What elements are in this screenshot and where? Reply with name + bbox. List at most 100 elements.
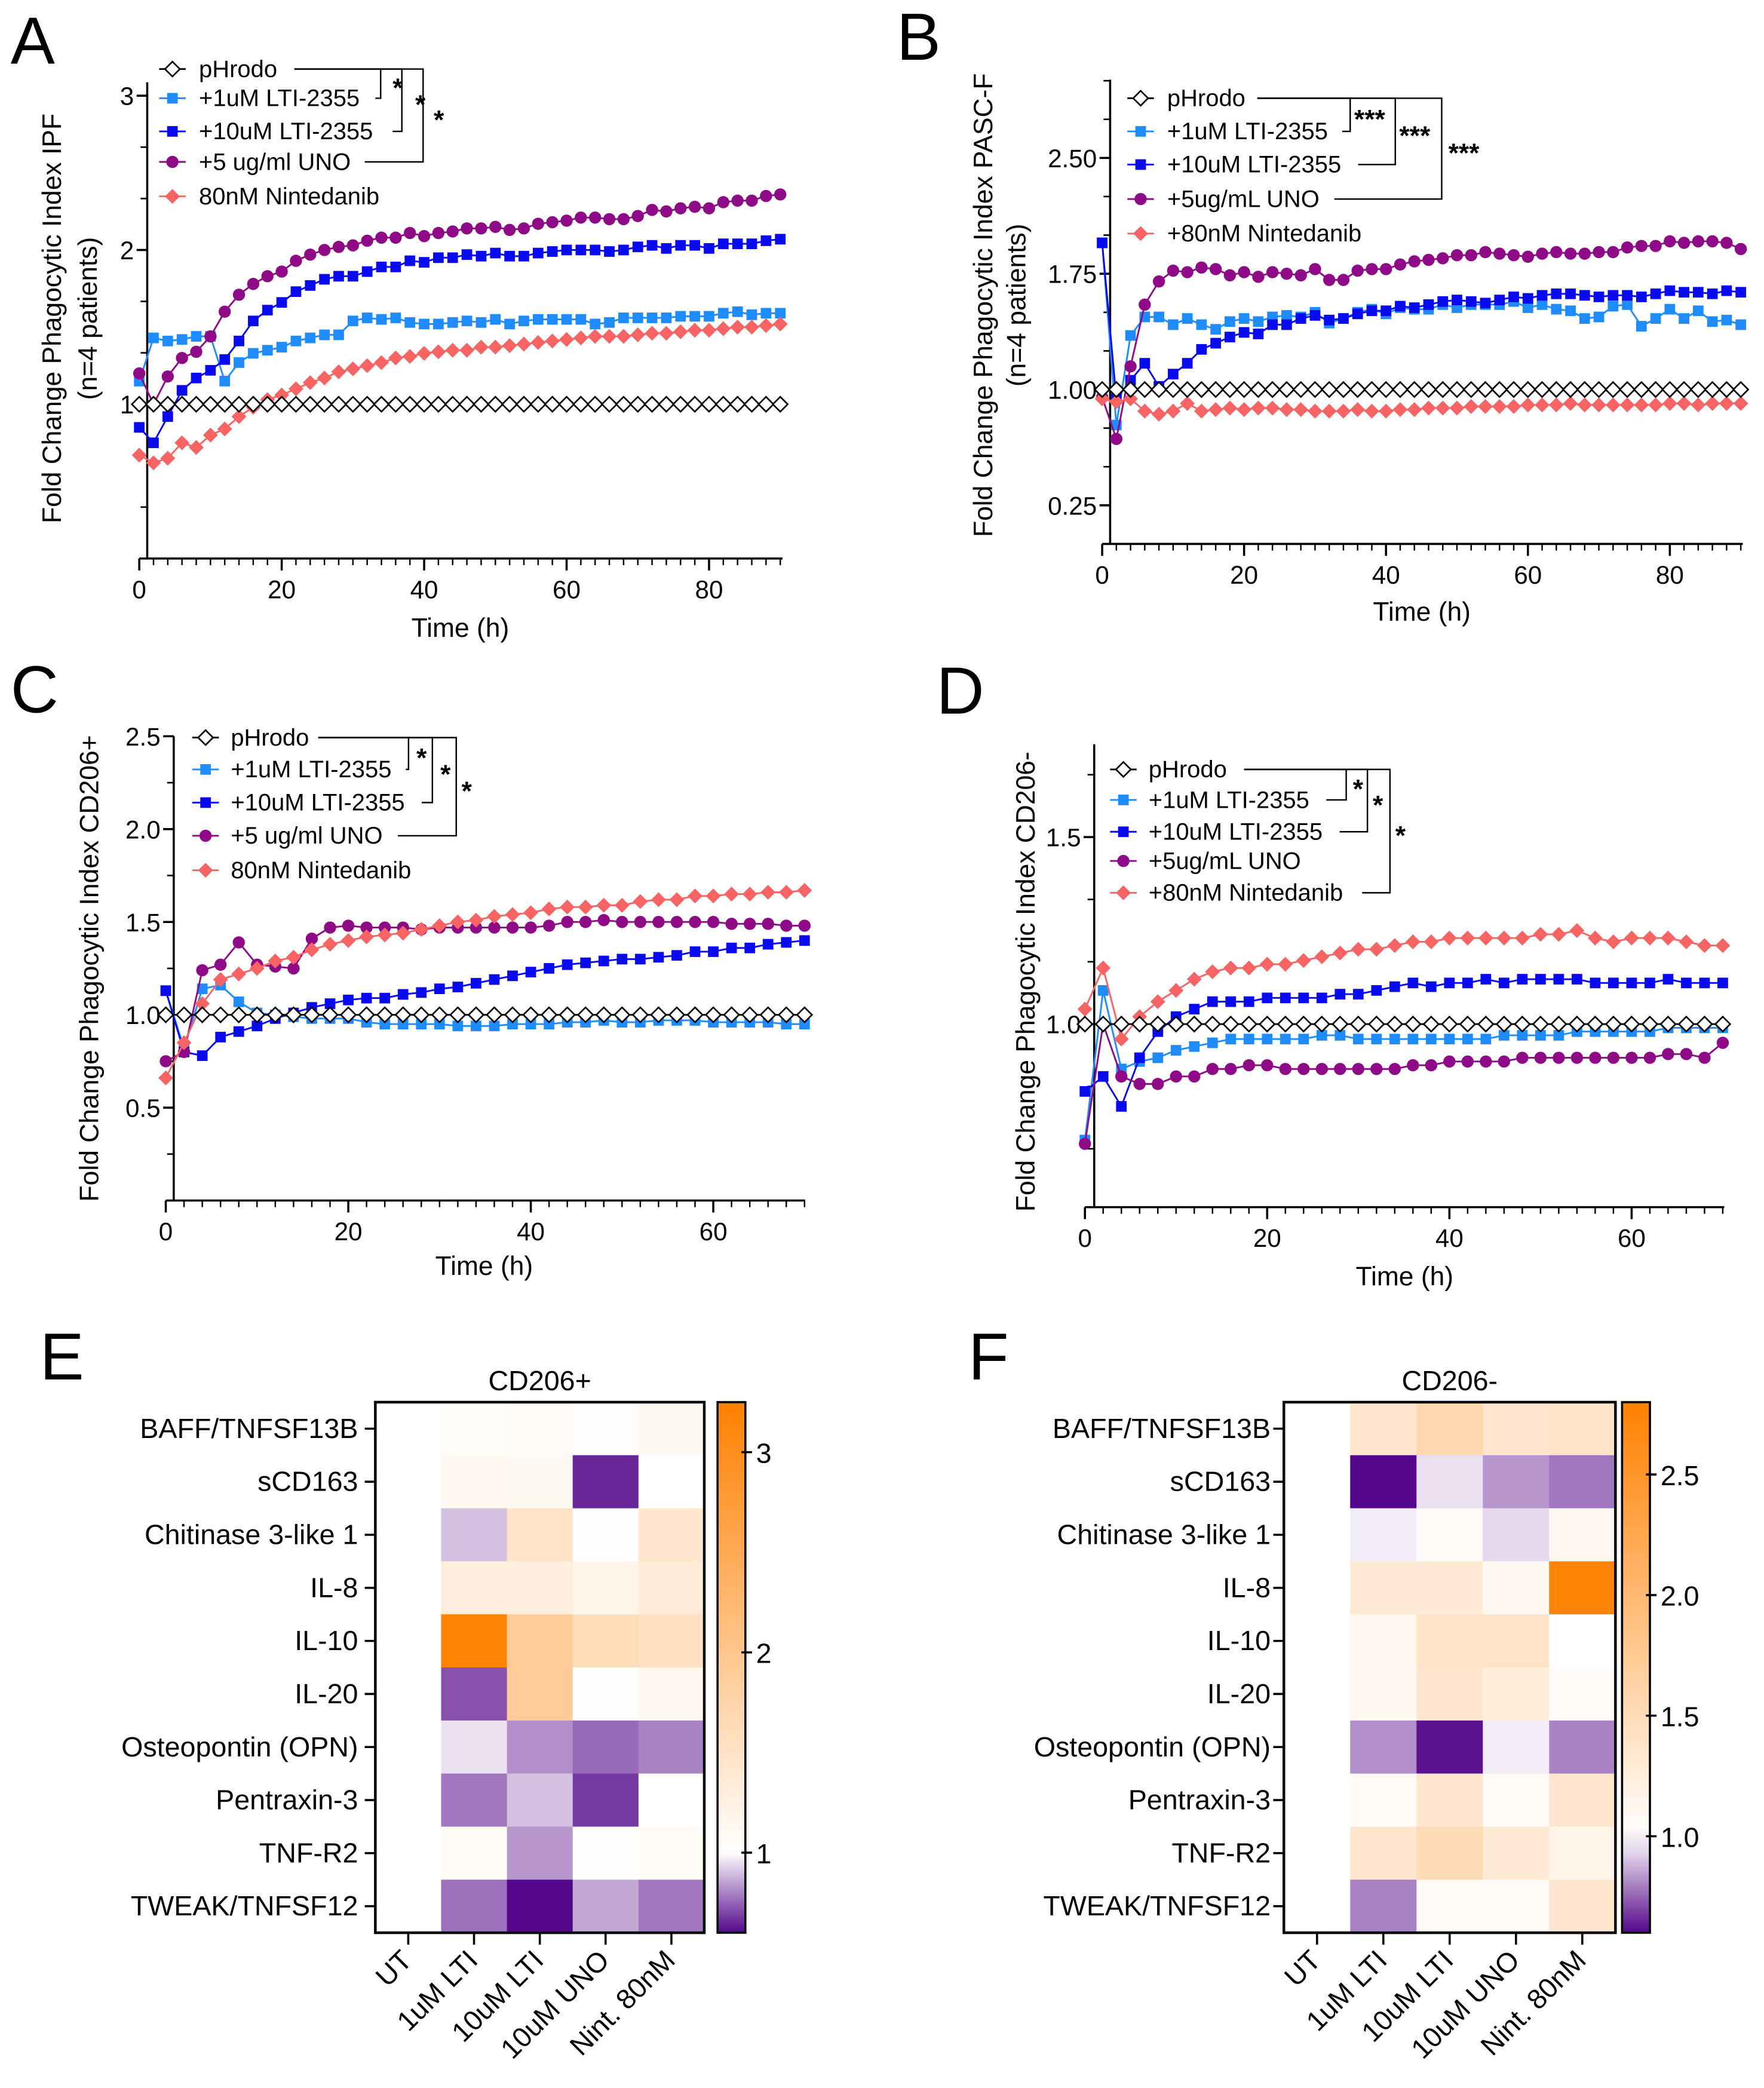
data-point (1137, 403, 1152, 419)
data-point (379, 1019, 391, 1030)
data-point (1625, 1051, 1638, 1064)
data-point (1535, 1030, 1546, 1041)
significance-star: * (1373, 790, 1383, 820)
data-point (1480, 298, 1491, 309)
legend-marker (1115, 761, 1132, 778)
data-point (1196, 319, 1207, 330)
data-point (471, 977, 481, 989)
y-tick-label: 0.5 (125, 1094, 161, 1123)
data-point (262, 305, 273, 316)
data-point (197, 1050, 208, 1061)
series-0 (1093, 381, 1750, 398)
data-point (1186, 971, 1202, 987)
data-point (746, 238, 757, 249)
data-point (1351, 942, 1366, 957)
data-point (671, 395, 689, 413)
data-point (190, 345, 203, 358)
data-point (1607, 1051, 1620, 1064)
data-point (575, 314, 587, 325)
data-point (232, 289, 246, 301)
y-axis-title: Fold Change Phagocytic Index CD206- (1011, 752, 1041, 1212)
data-point (1243, 1034, 1254, 1045)
legend-marker (200, 764, 211, 775)
data-point (360, 358, 375, 373)
x-tick-label: 0 (159, 1218, 173, 1246)
data-point (1569, 923, 1585, 939)
data-point (286, 949, 301, 965)
data-point (412, 1006, 430, 1023)
data-point (1223, 269, 1237, 281)
data-point (799, 1019, 810, 1030)
data-point (432, 226, 445, 240)
data-point (191, 372, 202, 384)
data-point (231, 409, 247, 424)
data-point (1422, 1015, 1440, 1033)
data-point (401, 395, 419, 413)
data-point (1443, 1055, 1456, 1068)
data-point (1165, 403, 1181, 419)
data-point (342, 919, 355, 932)
data-point (1425, 1059, 1438, 1072)
data-point (777, 1006, 795, 1023)
series-1 (1079, 985, 1728, 1146)
data-point (660, 205, 673, 218)
data-point (446, 225, 459, 238)
data-point (390, 261, 401, 272)
data-point (661, 243, 672, 254)
data-point (560, 214, 573, 227)
data-point (1366, 305, 1378, 317)
data-point (702, 202, 716, 214)
data-point (389, 231, 402, 244)
data-point (1490, 381, 1508, 398)
data-point (1315, 1063, 1329, 1075)
heatmap-cell (441, 1773, 508, 1828)
significance-star: * (415, 90, 426, 119)
data-point (1096, 960, 1111, 976)
panel-letter: D (937, 654, 984, 728)
data-point (219, 376, 231, 387)
data-point (604, 317, 615, 328)
data-point (1108, 381, 1125, 398)
data-point (1593, 292, 1605, 302)
data-point (1261, 1059, 1274, 1072)
series-4 (158, 882, 812, 1086)
heatmap-cell (1350, 1561, 1418, 1615)
legend-item: 80nM Nintedanib (159, 183, 379, 210)
data-point (1480, 1034, 1492, 1045)
legend-item: +10uM LTI-2355 (1110, 819, 1323, 845)
data-point (1692, 235, 1705, 248)
row-label: TNF-R2 (259, 1837, 358, 1868)
data-point (1551, 927, 1566, 942)
data-point (650, 1006, 667, 1023)
data-point (261, 270, 274, 283)
data-point (1405, 934, 1421, 949)
data-point (1078, 1137, 1091, 1150)
legend-marker (200, 797, 211, 808)
data-point (1167, 264, 1180, 277)
data-point (1444, 1034, 1455, 1045)
data-point (614, 897, 630, 913)
significance-star: * (440, 760, 451, 789)
data-point (762, 918, 774, 930)
data-point (652, 916, 665, 928)
series-1 (1097, 237, 1747, 431)
legend-label: 80nM Nintedanib (231, 857, 411, 884)
data-point (1565, 288, 1576, 299)
data-point (1563, 395, 1578, 411)
data-point (1407, 1034, 1419, 1045)
data-point (1280, 1034, 1291, 1045)
data-point (1321, 403, 1337, 419)
data-point (1167, 319, 1179, 330)
data-point (1578, 247, 1591, 260)
data-point (445, 342, 461, 358)
data-point (461, 315, 473, 327)
data-point (490, 247, 501, 259)
data-point (275, 265, 288, 278)
data-point (746, 309, 757, 320)
data-point (1149, 1015, 1167, 1033)
data-point (175, 1006, 193, 1023)
data-point (716, 321, 731, 336)
data-point (344, 395, 362, 413)
data-point (686, 1006, 704, 1023)
